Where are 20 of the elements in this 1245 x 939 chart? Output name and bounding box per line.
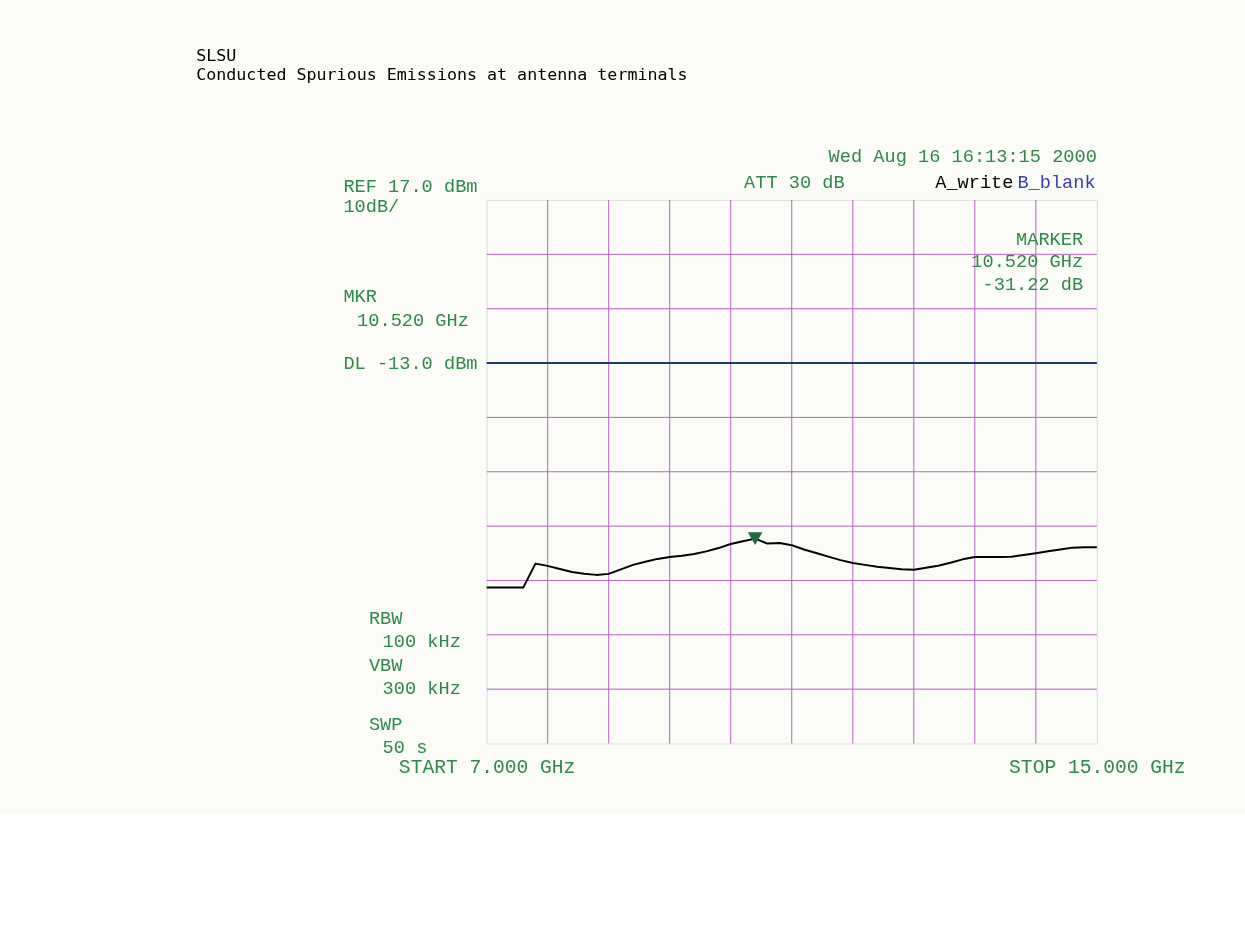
text: -31.22 dB — [982, 274, 1084, 297]
text: 100 kHz — [382, 631, 461, 654]
text: VBW — [368, 654, 404, 677]
text: MARKER — [1016, 229, 1084, 252]
text: B_blank — [1017, 172, 1096, 195]
x-tick-label: STOP 15.000 GHz — [1009, 757, 1186, 780]
text: SLSU — [196, 45, 237, 65]
text: 50 s — [382, 737, 428, 760]
text: MKR — [343, 286, 377, 309]
text: Wed Aug 16 16:13:15 2000 — [828, 145, 1097, 168]
x-tick-label: START 7.000 GHz — [398, 757, 576, 780]
text: RBW — [368, 607, 404, 630]
text: 10.520 GHz — [971, 250, 1084, 273]
chart-subtitle: Conducted Spurious Emissions at antenna terminals — [196, 65, 688, 85]
text: A_write — [935, 172, 1014, 195]
text: 300 kHz — [382, 678, 461, 701]
ref-line-label: DL -13.0 dBm — [343, 352, 478, 375]
text: ATT 30 dB — [744, 172, 845, 195]
text: SWP — [368, 713, 403, 736]
text: 10.520 GHz — [357, 309, 469, 332]
